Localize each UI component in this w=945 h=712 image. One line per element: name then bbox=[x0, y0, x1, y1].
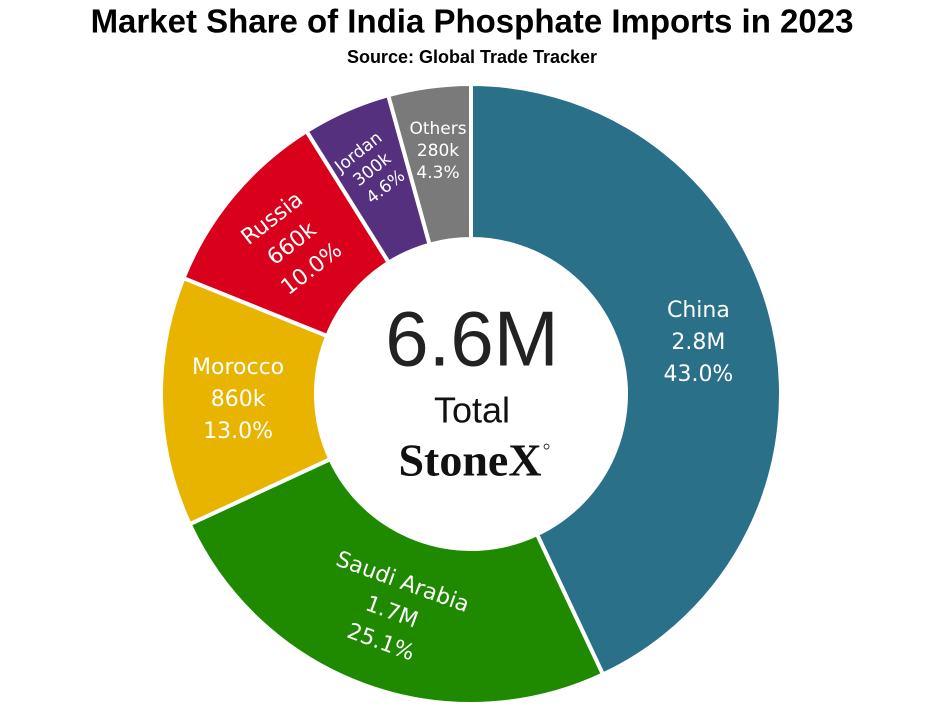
slice-label: China 2.8M 43.0% bbox=[663, 298, 733, 387]
center-total: 6.6M bbox=[385, 295, 558, 383]
value-label: 4.3% bbox=[416, 163, 459, 183]
value-label: 13.0% bbox=[203, 419, 273, 444]
slice bbox=[385, 81, 473, 248]
center-caption: Total bbox=[434, 390, 510, 431]
logo-mark bbox=[543, 443, 550, 450]
volume-label: 860k bbox=[211, 387, 266, 412]
volume-label: 2.8M bbox=[671, 330, 725, 355]
slice bbox=[187, 456, 606, 706]
slice bbox=[469, 81, 783, 678]
category-label: Others bbox=[409, 119, 466, 139]
slice-label: Morocco 860k 13.0% bbox=[192, 355, 284, 444]
chart-subtitle: Source: Global Trade Tracker bbox=[347, 47, 597, 67]
volume-label: 280k bbox=[417, 141, 459, 161]
slice bbox=[159, 275, 333, 527]
value-label: 43.0% bbox=[663, 362, 733, 387]
logo: StoneX bbox=[398, 435, 541, 486]
category-label: China bbox=[667, 298, 730, 323]
chart-title: Market Share of India Phosphate Imports … bbox=[91, 3, 854, 40]
slices bbox=[159, 81, 783, 706]
category-label: Morocco bbox=[192, 355, 284, 380]
